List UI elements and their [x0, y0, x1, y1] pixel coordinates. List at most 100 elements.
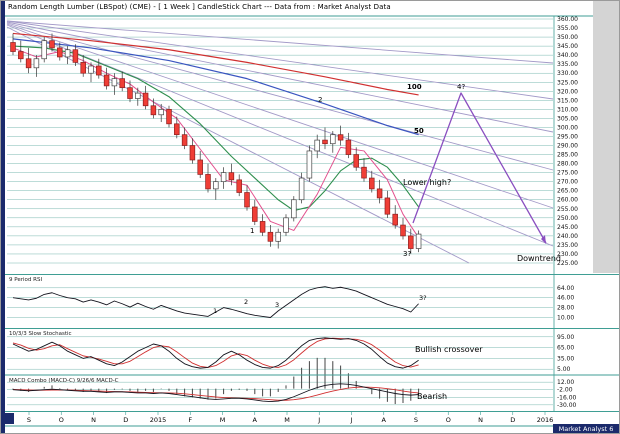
candle-body [298, 177, 305, 201]
candle-body [189, 145, 196, 161]
price-tick-label: 360.00 [557, 16, 578, 23]
month-label: O [446, 416, 451, 424]
candle-body [41, 40, 47, 60]
month-label: S [27, 416, 31, 424]
price-tick-label: 255.00 [557, 206, 578, 213]
window-left-border [1, 1, 5, 433]
month-label: 2015 [150, 416, 167, 424]
price-tick-label: 295.00 [557, 133, 578, 140]
price-tick-label: 325.00 [557, 79, 578, 86]
price-tick-label: 270.00 [557, 179, 578, 186]
rsi-annotation: 1 [213, 307, 217, 315]
macd-signal-line [12, 386, 419, 401]
price-annotation: 1 [250, 227, 254, 235]
rsi-panel-label: 9 Period RSI [9, 277, 43, 283]
indicator-tick-label: 12.00 [557, 379, 574, 386]
month-label: M [220, 416, 226, 424]
indicator-tick-label: 35.00 [557, 355, 574, 362]
candle-body [267, 231, 274, 242]
fan-trendline [6, 20, 554, 64]
candle-body [306, 150, 313, 179]
price-tick-label: 250.00 [557, 215, 578, 222]
indicator-tick-label: 28.00 [557, 305, 574, 312]
fan-trendline [6, 22, 554, 171]
candle-body [322, 139, 328, 145]
candle-body [283, 217, 289, 233]
price-tick-label: 355.00 [557, 25, 578, 32]
candle-body [415, 233, 422, 249]
indicator-tick-label: 65.00 [557, 345, 574, 352]
candle-body [236, 179, 242, 193]
candle-body [96, 65, 102, 76]
price-tick-label: 265.00 [557, 188, 578, 195]
candle-body [33, 58, 40, 69]
candle-body [150, 105, 157, 116]
month-label: A [382, 416, 387, 424]
candle-body [337, 134, 344, 141]
candle-body [400, 224, 406, 237]
candle-body [361, 166, 367, 179]
price-tick-label: 245.00 [557, 224, 578, 231]
price-tick-label: 340.00 [557, 52, 578, 59]
candle-body [158, 109, 164, 116]
candle-body [103, 74, 110, 87]
month-label: M [284, 416, 290, 424]
month-label: J [350, 416, 353, 424]
candle-body [330, 134, 336, 145]
candle-body [213, 181, 219, 190]
price-tick-label: 235.00 [557, 242, 578, 249]
indicator-tick-label: 5.00 [557, 366, 571, 373]
candle-body [57, 47, 63, 58]
price-tick-label: 335.00 [557, 61, 578, 68]
candle-body [252, 206, 258, 222]
axis-corner-block [5, 413, 14, 424]
ma50-line [12, 38, 419, 136]
candle-body [197, 159, 203, 175]
price-tick-label: 350.00 [557, 34, 578, 41]
month-label: S [414, 416, 418, 424]
candle-body [119, 78, 125, 89]
candle-body [376, 188, 383, 199]
price-annotation: Downtrend [517, 254, 561, 263]
candle-body [408, 235, 414, 249]
fan-trendline [6, 23, 554, 209]
price-tick-label: 260.00 [557, 197, 578, 204]
chart-title: Random Length Lumber (LBSpot) (CME) - [ … [8, 3, 391, 11]
indicator-tick-label: 10.00 [557, 315, 574, 322]
candle-body [259, 221, 266, 233]
rsi-line [12, 286, 419, 318]
fan-trendline [6, 20, 554, 100]
price-annotation: Lower high? [403, 178, 451, 187]
window-right-gutter [593, 1, 619, 273]
brand-badge: Market Analyst 6 [553, 424, 619, 433]
stochastic-panel-label: 10/3/3 Slow Stochastic [9, 331, 72, 337]
indicator-tick-label: -16.00 [557, 394, 577, 401]
candle-body [135, 92, 141, 99]
rsi-annotation: 2 [244, 298, 248, 306]
price-tick-label: 240.00 [557, 233, 578, 240]
fan-trendline [6, 24, 554, 247]
candle-body [127, 87, 133, 99]
candle-body [142, 92, 149, 107]
candle-body [25, 58, 32, 69]
price-annotation: 50 [414, 127, 424, 135]
stochastic-annotation: Bullish crossover [415, 345, 483, 354]
price-annotation: 3? [403, 250, 411, 258]
price-tick-label: 315.00 [557, 97, 578, 104]
indicator-tick-label: 95.00 [557, 334, 574, 341]
candle-body [291, 199, 297, 219]
month-label: F [188, 416, 192, 424]
price-tick-label: 345.00 [557, 43, 578, 50]
ma20-line [12, 45, 420, 212]
price-annotation: 4? [457, 83, 465, 91]
candle-body [49, 40, 55, 49]
month-label: O [59, 416, 64, 424]
candle-body [18, 51, 24, 60]
stochastic-k-line [12, 337, 419, 369]
projection-arrowhead [541, 235, 546, 244]
price-tick-label: 290.00 [557, 143, 578, 150]
candle-body [205, 174, 211, 190]
candle-body [80, 62, 86, 74]
